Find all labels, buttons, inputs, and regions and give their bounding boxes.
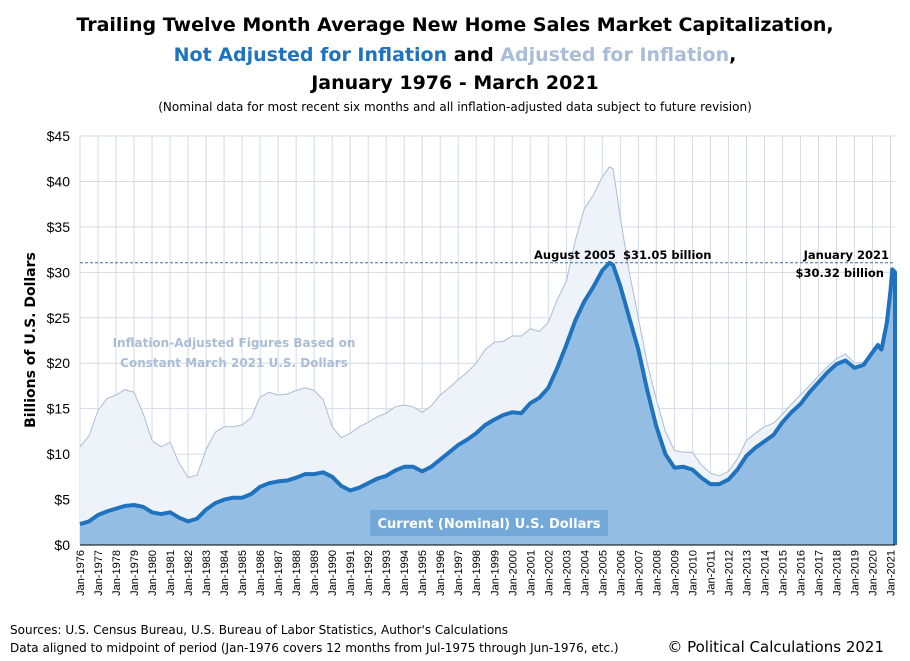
latest-date-label: January 2021 — [803, 248, 889, 262]
x-tick-label: Jan-1978 — [111, 550, 123, 596]
x-tick-labels: Jan-1976 Jan-1977 Jan-1978 Jan-1979 Jan-1980… — [75, 550, 897, 596]
x-tick-label: Jan-1993 — [381, 550, 393, 596]
x-tick-label: Jan-1977 — [93, 550, 105, 596]
x-tick-label: Jan-1980 — [147, 550, 159, 596]
inflation-note-line2: Constant March 2021 U.S. Dollars — [120, 356, 348, 370]
chart-title-line1: Trailing Twelve Month Average New Home S… — [76, 14, 833, 36]
x-tick-label: Jan-2004 — [579, 550, 591, 596]
x-tick-label: Jan-2011 — [705, 550, 717, 595]
x-tick-label: Jan-2014 — [759, 550, 771, 596]
x-tick-label: Jan-1995 — [417, 550, 429, 596]
nominal-series-label: Current (Nominal) U.S. Dollars — [377, 517, 600, 532]
title-nominal-text: Not Adjusted for Inflation — [174, 44, 447, 66]
x-tick-label: Jan-2020 — [867, 550, 879, 596]
x-tick-label: Jan-2009 — [669, 550, 681, 596]
x-tick-label: Jan-2003 — [561, 550, 573, 596]
title-adjusted-text: Adjusted for Inflation — [500, 44, 729, 66]
title-comma-text: , — [729, 44, 736, 66]
x-tick-label: Jan-2019 — [849, 550, 861, 596]
x-tick-label: Jan-2001 — [525, 550, 537, 596]
x-tick-label: Jan-1987 — [273, 550, 285, 596]
x-tick-label: Jan-2018 — [831, 550, 843, 596]
y-tick-label: $0 — [54, 537, 70, 553]
y-tick-label: $25 — [47, 310, 71, 326]
x-tick-label: Jan-1999 — [489, 550, 501, 596]
x-tick-label: Jan-1990 — [327, 550, 339, 596]
y-tick-label: $30 — [47, 264, 71, 280]
x-tick-label: Jan-1991 — [345, 550, 357, 596]
x-tick-label: Jan-1986 — [255, 550, 267, 596]
x-tick-label: Jan-2000 — [507, 550, 519, 596]
y-tick-labels: $0 $5 $10 $15 $20 $25 $30 $35 $40 $45 — [47, 128, 71, 553]
x-tick-label: Jan-1982 — [183, 550, 195, 596]
x-tick-label: Jan-2008 — [651, 550, 663, 596]
nominal-series-line — [79, 260, 897, 545]
x-tick-label: Jan-1992 — [363, 550, 375, 596]
x-tick-label: Jan-2021 — [885, 550, 897, 596]
title-and-text: and — [447, 44, 500, 66]
y-tick-label: $20 — [47, 355, 71, 371]
x-tick-label: Jan-1996 — [435, 550, 447, 596]
x-tick-label: Jan-1997 — [453, 550, 465, 596]
sources-line2: Data aligned to midpoint of period (Jan-… — [10, 641, 619, 655]
y-tick-label: $45 — [47, 128, 71, 144]
inflation-note-line1: Inflation-Adjusted Figures Based on — [113, 336, 356, 350]
x-tick-label: Jan-1976 — [75, 550, 87, 596]
peak-value-label: $31.05 billion — [623, 248, 711, 262]
x-tick-label: Jan-1988 — [291, 550, 303, 596]
sources-line1: Sources: U.S. Census Bureau, U.S. Bureau… — [10, 623, 508, 637]
nominal-series-area — [80, 262, 895, 545]
x-tick-label: Jan-2017 — [813, 550, 825, 596]
x-tick-label: Jan-1981 — [165, 550, 177, 596]
x-tick-label: Jan-1984 — [219, 550, 231, 596]
x-tick-label: Jan-2016 — [795, 550, 807, 596]
x-tick-label: Jan-2013 — [741, 550, 753, 596]
x-tick-label: Jan-2002 — [543, 550, 555, 596]
y-tick-label: $35 — [47, 219, 71, 235]
x-tick-label: Jan-1985 — [237, 550, 249, 596]
x-tick-label: Jan-2006 — [615, 550, 627, 596]
chart-title-line3: January 1976 - March 2021 — [309, 72, 599, 94]
x-tick-label: Jan-2012 — [723, 550, 735, 596]
adjusted-series-area — [80, 166, 895, 545]
x-tick-label: Jan-2015 — [777, 550, 789, 596]
copyright-text: © Political Calculations 2021 — [667, 638, 884, 656]
adjusted-series-line — [79, 166, 896, 479]
y-tick-label: $10 — [47, 446, 71, 462]
latest-value-label: $30.32 billion — [796, 266, 884, 280]
y-axis-label: Billions of U.S. Dollars — [23, 252, 39, 428]
peak-date-label: August 2005 — [534, 248, 616, 262]
y-tick-label: $5 — [54, 492, 70, 508]
x-tick-label: Jan-1979 — [129, 550, 141, 596]
x-tick-label: Jan-1998 — [471, 550, 483, 596]
y-tick-label: $40 — [47, 173, 71, 189]
x-tick-label: Jan-2005 — [597, 550, 609, 596]
nominal-label-box — [370, 510, 608, 536]
x-tick-label: Jan-1994 — [399, 550, 411, 596]
chart-subtitle: (Nominal data for most recent six months… — [158, 100, 752, 114]
x-tick-label: Jan-1983 — [201, 550, 213, 596]
x-tick-label: Jan-2010 — [687, 550, 699, 596]
y-tick-label: $15 — [47, 401, 71, 417]
x-tick-label: Jan-1989 — [309, 550, 321, 596]
chart-title-line2: Not Adjusted for Inflation and Adjusted … — [174, 44, 737, 66]
x-tick-label: Jan-2007 — [633, 550, 645, 596]
